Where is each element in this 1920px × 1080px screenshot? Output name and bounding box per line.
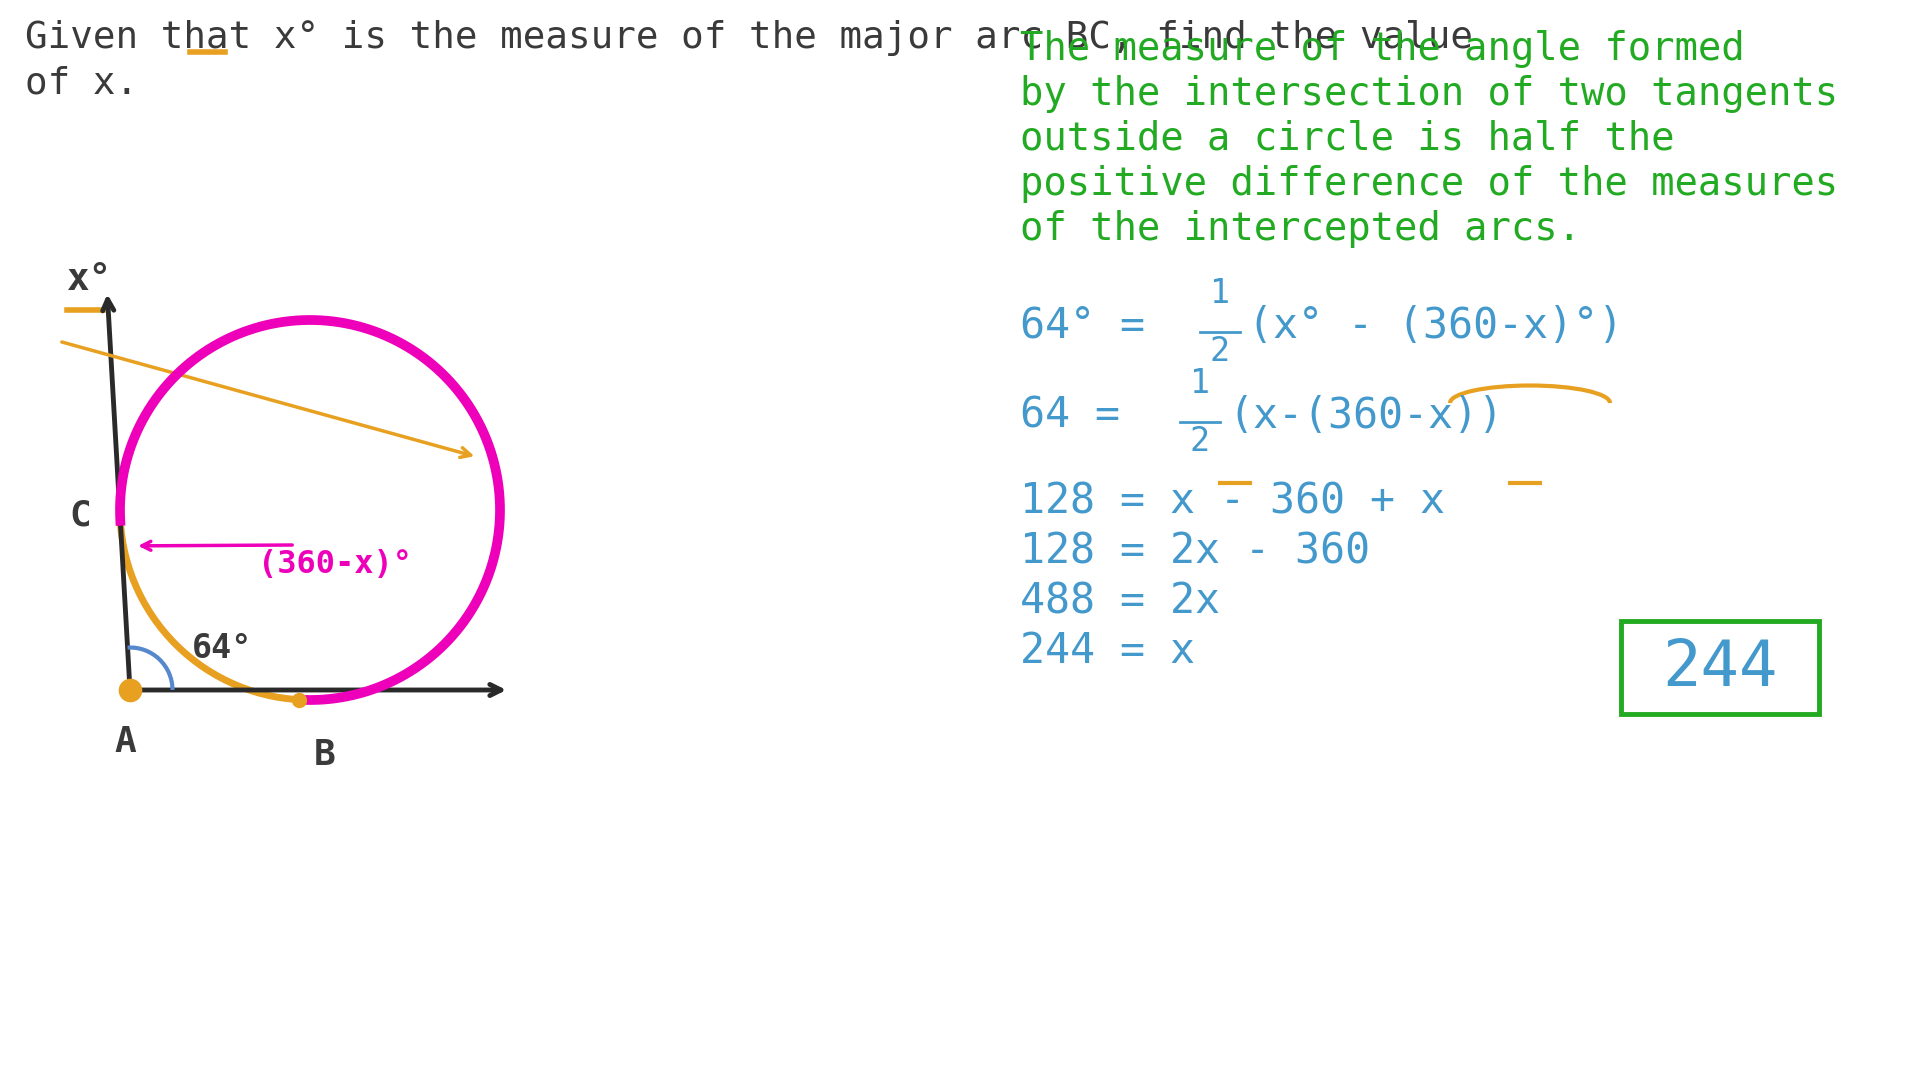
Text: 128 = x - 360 + x: 128 = x - 360 + x — [1020, 480, 1446, 522]
Text: 1: 1 — [1190, 367, 1210, 400]
Text: 488 = 2x: 488 = 2x — [1020, 580, 1219, 622]
Text: Given that x° is the measure of the major arc BC, find the value: Given that x° is the measure of the majo… — [25, 21, 1473, 56]
Text: C: C — [69, 499, 90, 532]
Text: (x° - (360-x)°): (x° - (360-x)°) — [1248, 305, 1622, 347]
Text: B: B — [313, 738, 334, 772]
Text: by the intersection of two tangents: by the intersection of two tangents — [1020, 75, 1837, 113]
Text: The measure of the angle formed: The measure of the angle formed — [1020, 30, 1745, 68]
Text: A: A — [113, 725, 136, 759]
Text: 64 =: 64 = — [1020, 395, 1119, 437]
Text: 244 = x: 244 = x — [1020, 630, 1194, 672]
Text: 244: 244 — [1663, 637, 1778, 699]
Text: 64°: 64° — [192, 632, 252, 665]
Text: positive difference of the measures: positive difference of the measures — [1020, 165, 1837, 203]
Text: of the intercepted arcs.: of the intercepted arcs. — [1020, 210, 1580, 248]
Text: 2: 2 — [1210, 335, 1231, 368]
Text: outside a circle is half the: outside a circle is half the — [1020, 120, 1674, 158]
Text: (x-(360-x)): (x-(360-x)) — [1229, 395, 1503, 437]
Text: x°: x° — [67, 262, 111, 298]
Text: 64° =: 64° = — [1020, 305, 1144, 347]
FancyBboxPatch shape — [1620, 621, 1818, 714]
Text: 128 = 2x - 360: 128 = 2x - 360 — [1020, 530, 1371, 572]
Text: of x.: of x. — [25, 65, 138, 102]
Text: (360-x)°: (360-x)° — [257, 550, 413, 581]
Text: 1: 1 — [1210, 276, 1231, 310]
Text: 2: 2 — [1190, 426, 1210, 458]
